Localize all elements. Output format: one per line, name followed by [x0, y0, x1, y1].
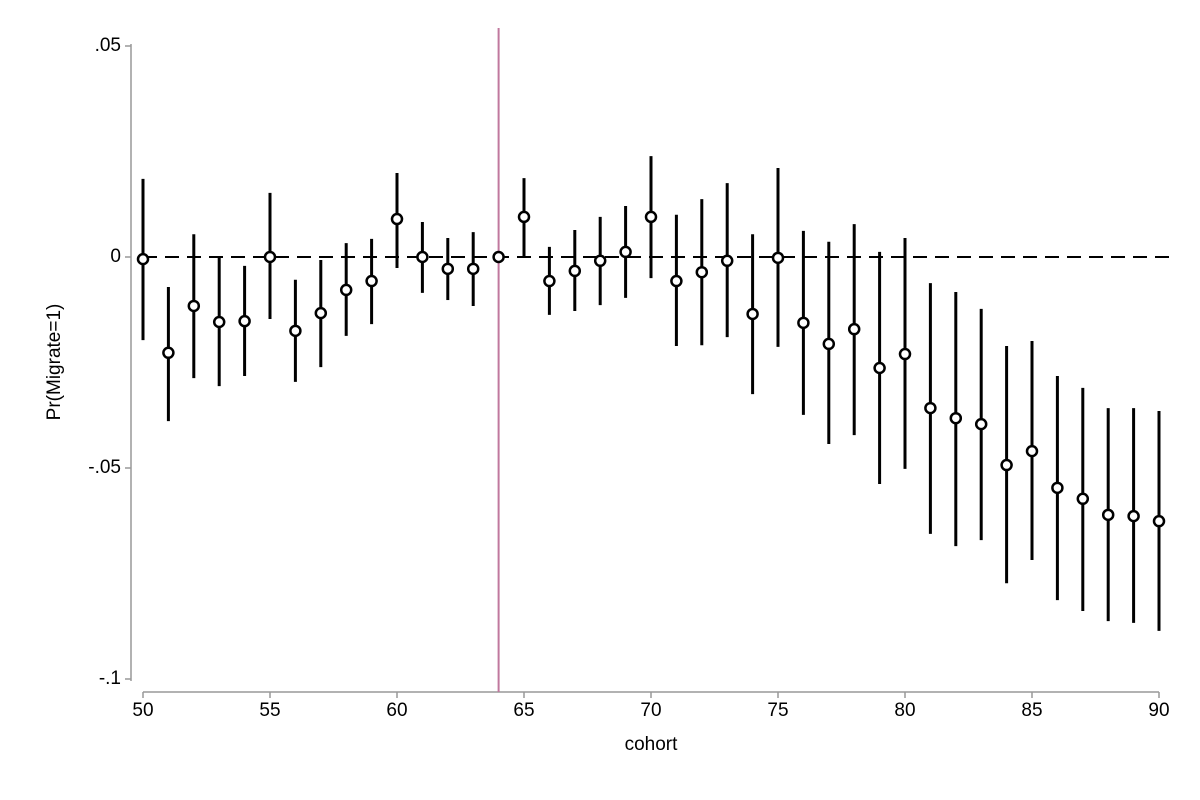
point: [1000, 458, 1013, 472]
point: [543, 274, 556, 288]
point: [390, 212, 404, 226]
point: [238, 314, 251, 328]
x-tick-label: 65: [513, 700, 534, 721]
point: [1076, 492, 1090, 506]
point: [644, 210, 658, 224]
y-tick-label: -.05: [88, 457, 121, 478]
point: [263, 250, 277, 264]
x-tick-label: 70: [640, 700, 661, 721]
point: [492, 250, 505, 264]
point: [924, 401, 937, 415]
y-tick-label: .05: [95, 35, 121, 56]
x-tick-label: 90: [1148, 700, 1169, 721]
point: [517, 210, 531, 224]
point: [416, 250, 429, 264]
point: [822, 337, 836, 351]
x-tick-label: 85: [1021, 700, 1042, 721]
x-axis-title: cohort: [625, 734, 679, 755]
point: [1051, 481, 1064, 495]
point: [720, 254, 734, 268]
x-tick-label: 60: [386, 700, 407, 721]
point: [162, 346, 175, 360]
point: [339, 283, 353, 297]
point: [847, 322, 861, 336]
point: [898, 347, 912, 361]
x-tick-label: 80: [894, 700, 915, 721]
point: [797, 316, 810, 330]
point: [695, 265, 709, 279]
point: [289, 324, 302, 338]
point: [136, 252, 150, 266]
point: [568, 264, 582, 278]
point: [466, 262, 480, 276]
x-tick-label: 50: [132, 700, 153, 721]
point: [746, 307, 759, 321]
point: [1101, 508, 1115, 522]
x-tick-label: 75: [767, 700, 788, 721]
y-tick-label: -.1: [99, 668, 121, 689]
point: [314, 306, 328, 320]
point: [365, 274, 378, 288]
point: [187, 299, 201, 313]
y-axis-title: Pr(Migrate=1): [44, 304, 65, 421]
point: [1127, 509, 1140, 523]
point: [593, 254, 607, 268]
x-tick-label: 55: [259, 700, 280, 721]
y-tick-label: 0: [110, 246, 121, 267]
point: [441, 262, 455, 276]
point: [1025, 444, 1039, 458]
point: [949, 411, 963, 425]
point: [212, 315, 226, 329]
point: [771, 251, 785, 265]
point: [873, 361, 886, 375]
point: [619, 245, 632, 259]
point: [1152, 514, 1166, 528]
point: [974, 417, 988, 431]
point: [670, 274, 683, 288]
